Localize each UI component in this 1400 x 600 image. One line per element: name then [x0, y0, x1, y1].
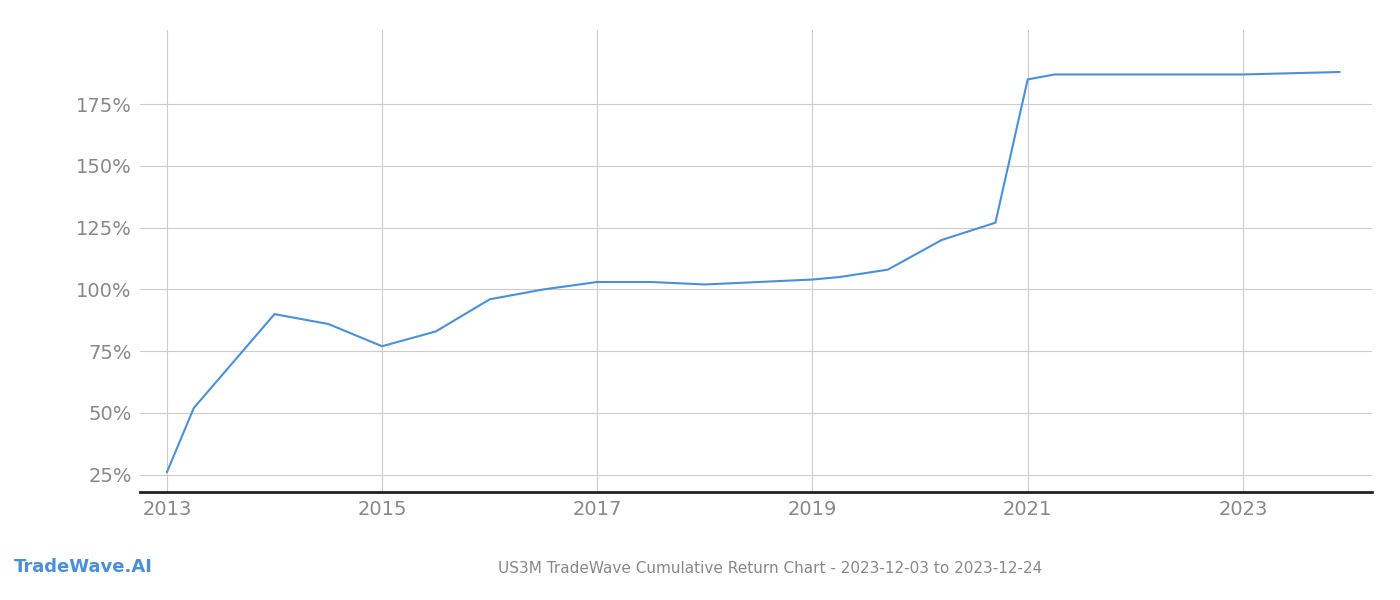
- Text: US3M TradeWave Cumulative Return Chart - 2023-12-03 to 2023-12-24: US3M TradeWave Cumulative Return Chart -…: [498, 561, 1042, 576]
- Text: TradeWave.AI: TradeWave.AI: [14, 558, 153, 576]
